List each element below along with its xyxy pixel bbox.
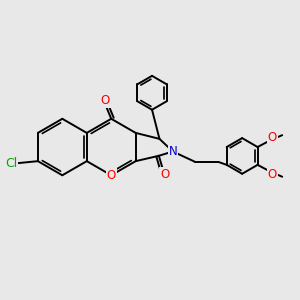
Text: O: O [268, 131, 277, 144]
Text: N: N [169, 145, 177, 158]
Text: O: O [160, 168, 170, 181]
Text: Cl: Cl [5, 157, 17, 170]
Text: O: O [106, 169, 116, 182]
Text: O: O [100, 94, 109, 107]
Text: O: O [268, 168, 277, 181]
